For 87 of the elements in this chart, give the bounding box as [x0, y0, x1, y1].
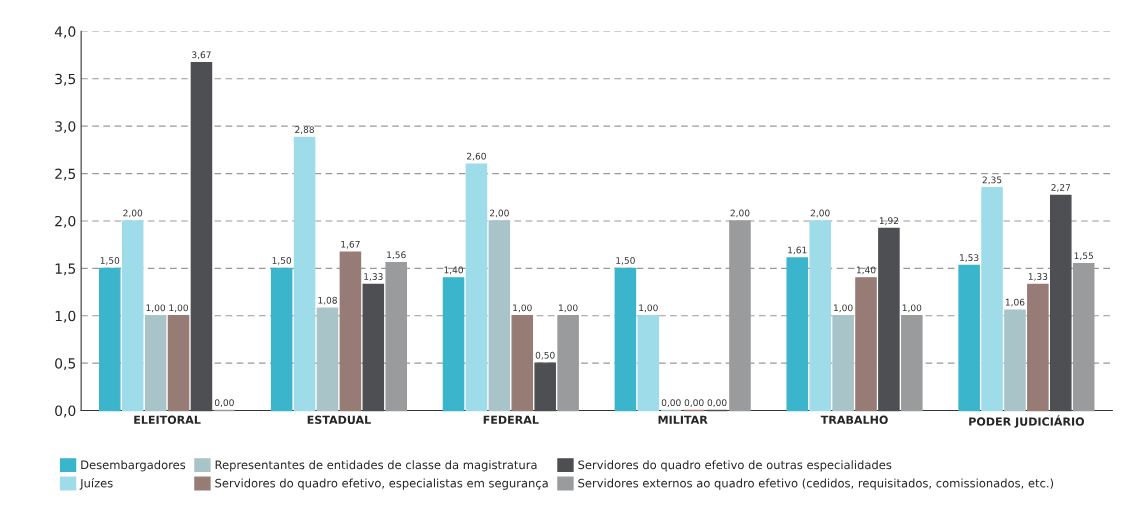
data-label: 0,50 [535, 351, 555, 360]
data-label: 0,00 [214, 399, 234, 407]
legend-label: Servidores do quadro efetivo, especialistas em segurança [215, 478, 548, 490]
data-label: 2,88 [295, 126, 314, 134]
data-label: 1,55 [1074, 252, 1093, 261]
data-label: 3,67 [192, 51, 211, 60]
data-label: 2,60 [467, 152, 486, 161]
data-label: 1,67 [341, 240, 360, 249]
bar [442, 277, 465, 412]
data-label: 1,92 [879, 217, 899, 225]
bar [855, 277, 877, 412]
data-label: 0,00 [661, 399, 681, 407]
data-label: 1,40 [856, 266, 876, 275]
x-tick-label: MILITAR [658, 415, 708, 424]
bar [362, 283, 385, 412]
data-label: 1,00 [559, 304, 578, 313]
x-tick-label: FEDERAL [483, 415, 539, 424]
data-label: 1,00 [639, 304, 658, 313]
data-label: 1,06 [1005, 298, 1025, 307]
legend-label: Servidores do quadro efetivo de outras especialidades [578, 460, 892, 472]
legend-label: Juízes [79, 478, 113, 490]
data-label: 1,33 [364, 273, 383, 281]
data-label: 2,00 [810, 209, 830, 218]
bar [729, 220, 751, 412]
bar [832, 315, 854, 412]
bar [270, 267, 293, 412]
bar [190, 61, 213, 412]
y-tick-label: 2,5 [55, 168, 76, 181]
y-tick-label: 1,5 [55, 263, 76, 276]
bar [809, 220, 831, 412]
data-label: 2,00 [489, 209, 509, 218]
data-label: 1,50 [272, 257, 292, 265]
bar [293, 136, 316, 412]
data-label: 1,00 [513, 304, 532, 313]
bar [1050, 194, 1072, 412]
bar [99, 267, 121, 412]
legend-label: Desembargadores [81, 460, 186, 472]
x-tick-label: ELEITORAL [134, 415, 201, 425]
bar [1027, 283, 1049, 412]
data-label: 1,33 [1028, 273, 1048, 281]
bar [167, 315, 190, 412]
data-label: 0,00 [707, 399, 727, 407]
bar [534, 362, 556, 412]
bar [958, 264, 980, 412]
data-label: 2,00 [730, 209, 750, 218]
bar [511, 315, 534, 412]
data-label: 2,35 [982, 176, 1002, 185]
y-tick-label: 3,0 [55, 121, 76, 134]
data-label: 1,00 [902, 304, 922, 313]
y-tick-label: 1,0 [55, 310, 76, 323]
y-tick-label: 0,0 [55, 405, 76, 418]
bar [981, 187, 1003, 412]
data-label: 1,00 [834, 304, 853, 313]
y-tick-label: 0,5 [55, 358, 76, 371]
y-tick-label: 2,0 [55, 215, 76, 228]
data-label: 1,56 [387, 251, 406, 260]
data-label: 1,61 [788, 246, 807, 255]
data-label: 0,00 [684, 399, 704, 407]
bar [316, 307, 339, 412]
x-tick-label: ESTADUAL [307, 415, 371, 425]
bar [1072, 262, 1095, 412]
x-tick-label: TRABALHO [820, 415, 888, 425]
data-label: 1,00 [169, 304, 188, 313]
data-label: 1,00 [146, 304, 166, 313]
bar [1004, 309, 1026, 412]
bar [488, 220, 511, 412]
bar [786, 257, 809, 412]
bar [614, 267, 637, 412]
bar [339, 251, 362, 412]
legend-label: Servidores externos ao quadro efetivo (cedidos, requisitados, comissionados, etc.) [578, 478, 1054, 490]
bar [121, 220, 144, 412]
x-tick-label: PODER JUDICIÁRIO [969, 415, 1085, 428]
bar [878, 227, 900, 412]
data-label: 1,53 [960, 254, 979, 262]
bar [144, 315, 167, 412]
data-label: 1,50 [100, 257, 120, 265]
y-tick-label: 4,0 [54, 26, 76, 39]
data-label: 2,27 [1051, 184, 1071, 192]
data-label: 1,50 [616, 257, 635, 265]
data-label: 1,40 [444, 266, 463, 275]
legend-label: Representantes de entidades de classe da magistratura [215, 460, 537, 472]
bar [385, 261, 408, 412]
bar [637, 315, 660, 412]
y-tick-label: 3,5 [55, 73, 76, 86]
data-label: 1,08 [318, 296, 337, 305]
data-label: 2,00 [123, 209, 143, 218]
bar [465, 163, 488, 412]
